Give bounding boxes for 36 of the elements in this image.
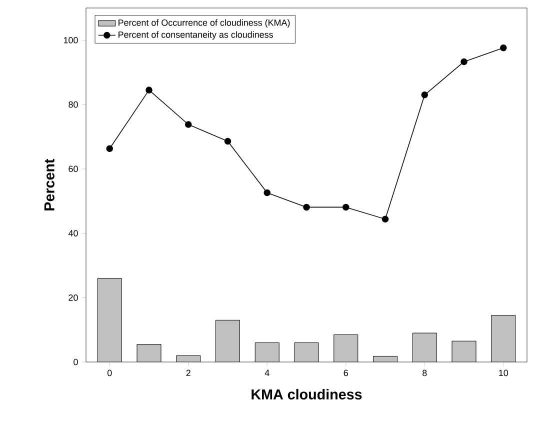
point	[146, 86, 152, 94]
legend-label: Percent of Occurrence of cloudiness (KMA)	[118, 19, 290, 28]
y-tick-label: 80	[68, 101, 78, 108]
y-tick-label: 20	[68, 294, 78, 301]
bar	[216, 320, 240, 362]
y-axis-title: Percent	[44, 158, 54, 210]
y-tick-label: 0	[74, 358, 78, 366]
bar	[452, 341, 476, 362]
point	[184, 121, 192, 128]
bar	[98, 278, 122, 362]
bar	[412, 333, 437, 362]
x-tick-label: 4	[264, 370, 270, 376]
y-tick-label: 60	[68, 166, 78, 172]
point	[106, 145, 114, 152]
point	[500, 44, 507, 52]
bar	[137, 344, 161, 362]
bar	[294, 342, 319, 362]
x-axis-title: KMA cloudiness	[252, 388, 362, 400]
bar	[491, 315, 516, 362]
x-tick-label: 8	[422, 370, 427, 376]
bar	[255, 342, 280, 362]
bar	[334, 334, 358, 362]
legend-label: Percent of consentaneity as cloudiness	[118, 31, 273, 40]
x-tick-label: 6	[344, 370, 348, 376]
x-tick-label: 10	[499, 370, 508, 376]
point	[224, 138, 232, 145]
point	[382, 216, 389, 222]
point	[303, 204, 310, 211]
y-tick-label: 40	[68, 230, 78, 236]
x-tick-label: 0	[107, 370, 112, 376]
point	[460, 58, 468, 66]
x-tick-label: 2	[186, 370, 190, 376]
point	[421, 92, 428, 98]
point	[264, 189, 271, 196]
point	[342, 204, 350, 211]
y-tick-label: 100	[64, 37, 78, 44]
